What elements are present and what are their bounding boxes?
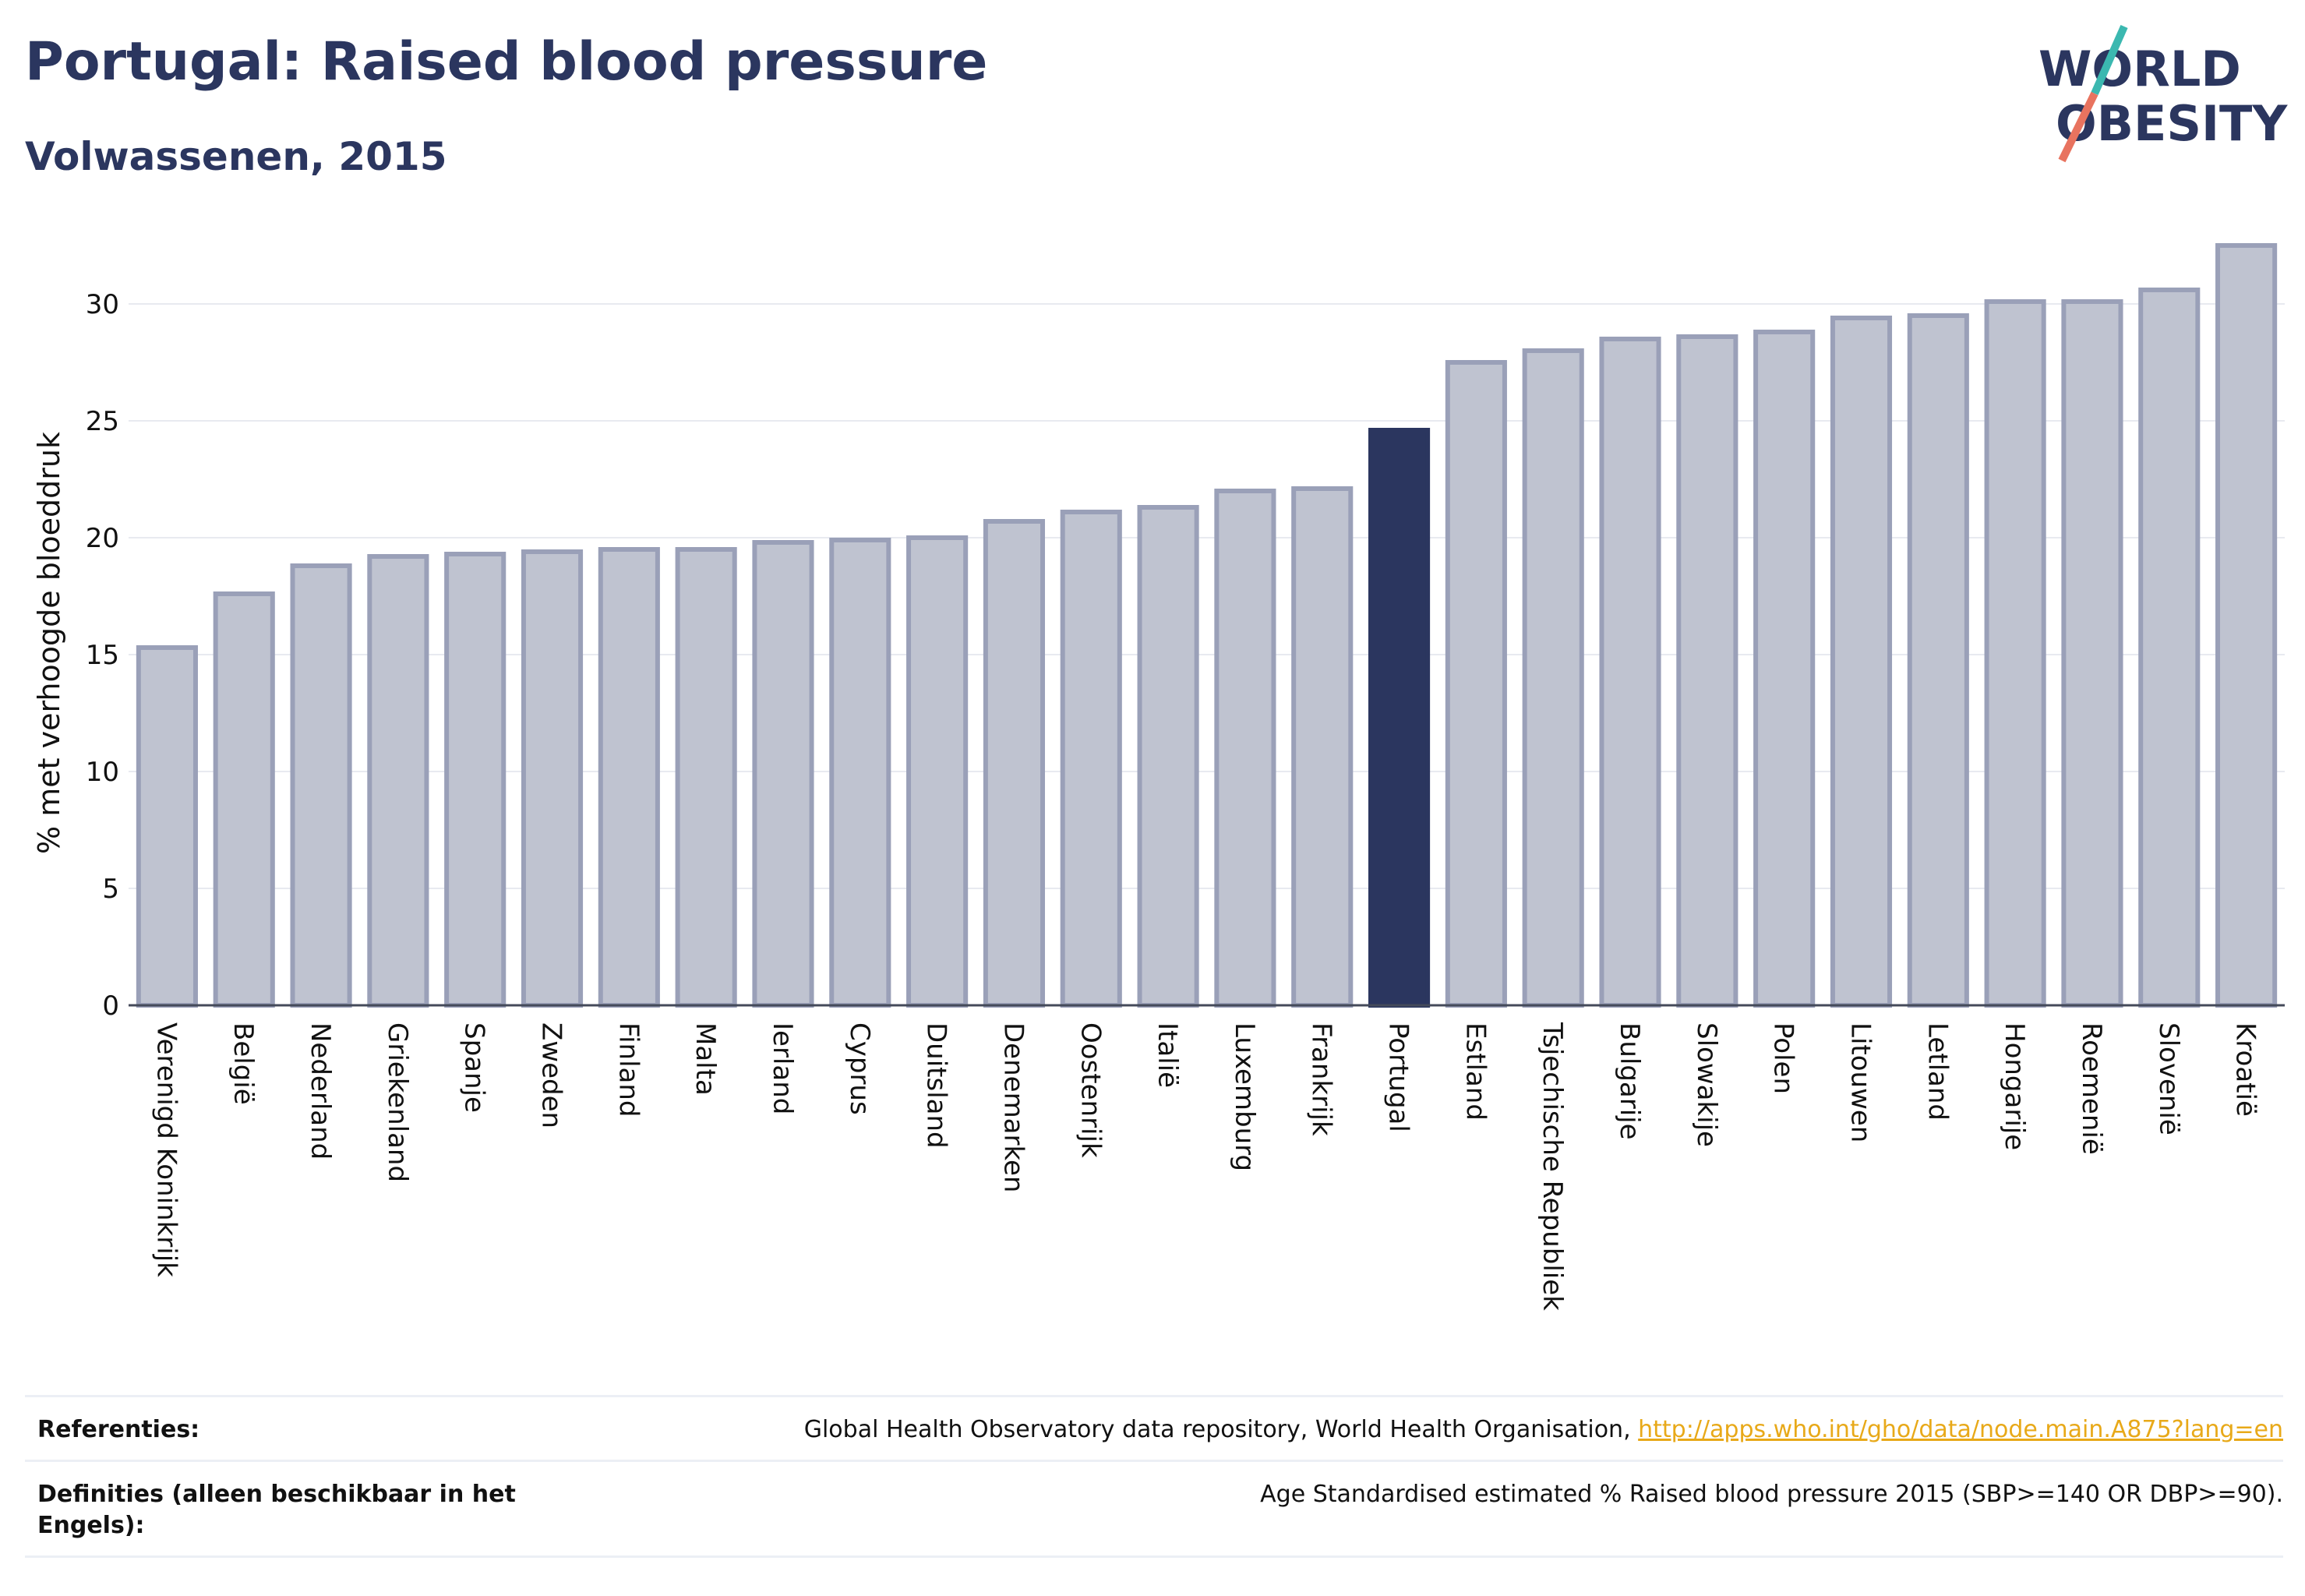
y-tick-label: 20 xyxy=(86,523,119,554)
x-tick-label: Litouwen xyxy=(1844,1022,1876,1142)
references-text: Global Health Observatory data repositor… xyxy=(803,1416,1639,1443)
bar-italië xyxy=(1137,505,1199,1008)
bar-ierland xyxy=(752,540,814,1008)
world-obesity-logo: WORLD OBESITY xyxy=(2038,24,2288,163)
page-subtitle: Volwassenen, 2015 xyxy=(25,134,447,179)
bar-griekenland xyxy=(367,554,429,1008)
footer-table: Referenties: Global Health Observatory d… xyxy=(25,1395,2283,1558)
bar-kroatië xyxy=(2215,243,2278,1008)
x-tick-label: Roemenië xyxy=(2076,1022,2107,1155)
x-tick-label: Kroatië xyxy=(2230,1022,2261,1117)
bar-frankrijk xyxy=(1291,486,1354,1008)
y-axis-label: % met verhoogde bloeddruk xyxy=(32,432,66,854)
x-tick-label: Luxemburg xyxy=(1229,1022,1260,1171)
x-tick-label: Spanje xyxy=(459,1022,490,1113)
x-tick-label: Portugal xyxy=(1383,1022,1414,1132)
x-tick-label: Nederland xyxy=(305,1022,336,1160)
x-tick-label: België xyxy=(228,1022,259,1105)
bar-oostenrijk xyxy=(1060,510,1122,1008)
x-tick-label: Duitsland xyxy=(921,1022,952,1149)
page-title: Portugal: Raised blood pressure xyxy=(25,31,988,93)
x-tick-label: Tsjechische Republiek xyxy=(1537,1022,1568,1311)
bar-zweden xyxy=(521,549,584,1008)
bar-slovenië xyxy=(2138,288,2201,1008)
bar-tsjechische-republiek xyxy=(1522,348,1584,1008)
y-tick-label: 5 xyxy=(102,874,119,905)
x-tick-label: Oostenrijk xyxy=(1075,1022,1106,1158)
bar-luxemburg xyxy=(1214,489,1276,1008)
x-tick-label: Bulgarije xyxy=(1614,1022,1645,1140)
logo-line1: WORLD xyxy=(2038,41,2241,97)
y-tick-label: 0 xyxy=(102,990,119,1022)
bar-estland xyxy=(1445,360,1507,1008)
x-tick-label: Denemarken xyxy=(997,1022,1029,1192)
x-tick-label: Slowakije xyxy=(1691,1022,1722,1147)
definitions-value: Age Standardised estimated % Raised bloo… xyxy=(1260,1481,2283,1508)
bar-slowakije xyxy=(1676,334,1738,1008)
bars xyxy=(136,243,2278,1008)
x-tick-label: Cyprus xyxy=(844,1022,875,1115)
bar-hongarije xyxy=(1984,299,2046,1008)
x-tick-label: Slovenië xyxy=(2153,1022,2184,1135)
bar-chart: 0 5 10 15 20 25 30 Verenigd Koninkrijk België Ne… xyxy=(32,243,2285,1311)
x-tick-label: Frankrijk xyxy=(1306,1022,1337,1136)
x-tick-label: Griekenland xyxy=(382,1022,413,1182)
definitions-row: Definities (alleen beschikbaar in het En… xyxy=(25,1460,2283,1558)
x-tick-label: Letland xyxy=(1922,1022,1953,1121)
x-tick-label: Verenigd Koninkrijk xyxy=(150,1022,182,1277)
y-tick-label: 15 xyxy=(86,640,119,671)
bar-polen xyxy=(1753,330,1816,1008)
definitions-label: Definities (alleen beschikbaar in het En… xyxy=(37,1481,516,1539)
bar-letland xyxy=(1907,313,1969,1008)
x-tick-label: Hongarije xyxy=(1999,1022,2030,1150)
bar-duitsland xyxy=(906,535,969,1008)
y-tick-label: 10 xyxy=(86,757,119,788)
x-tick-label: Ierland xyxy=(767,1022,798,1114)
bar-finland xyxy=(598,547,660,1008)
x-tick-label: Zweden xyxy=(536,1022,567,1128)
y-axis-ticks: 0 5 10 15 20 25 30 xyxy=(86,289,119,1022)
references-link[interactable]: http://apps.who.int/gho/data/node.main.A… xyxy=(1638,1416,2283,1443)
logo-line2: OBESITY xyxy=(2056,95,2288,152)
logo-slash-top xyxy=(2091,24,2128,96)
bar-denemarken xyxy=(983,519,1046,1008)
y-tick-label: 25 xyxy=(86,406,119,437)
bar-verenigd-koninkrijk xyxy=(136,645,198,1008)
bar-portugal xyxy=(1368,428,1431,1008)
bar-malta xyxy=(675,547,737,1008)
x-tick-label: Estland xyxy=(1460,1022,1491,1121)
bar-roemenië xyxy=(2061,299,2123,1008)
x-tick-label: Malta xyxy=(690,1022,721,1096)
x-axis-labels: Verenigd Koninkrijk België Nederland Grieke… xyxy=(150,1022,2261,1311)
bar-nederland xyxy=(290,563,352,1008)
logo-slash-bottom xyxy=(2058,91,2099,163)
x-tick-label: Polen xyxy=(1768,1022,1799,1094)
x-tick-label: Finland xyxy=(612,1022,644,1118)
bar-belgië xyxy=(213,591,275,1008)
references-label: Referenties: xyxy=(37,1416,200,1443)
x-tick-label: Italië xyxy=(1152,1022,1183,1088)
bar-cyprus xyxy=(829,538,891,1008)
bar-bulgarije xyxy=(1599,337,1661,1008)
references-row: Referenties: Global Health Observatory d… xyxy=(25,1395,2283,1460)
references-value: Global Health Observatory data repositor… xyxy=(804,1414,2283,1446)
bar-spanje xyxy=(444,552,507,1008)
bar-litouwen xyxy=(1830,316,1893,1008)
y-tick-label: 30 xyxy=(86,289,119,320)
